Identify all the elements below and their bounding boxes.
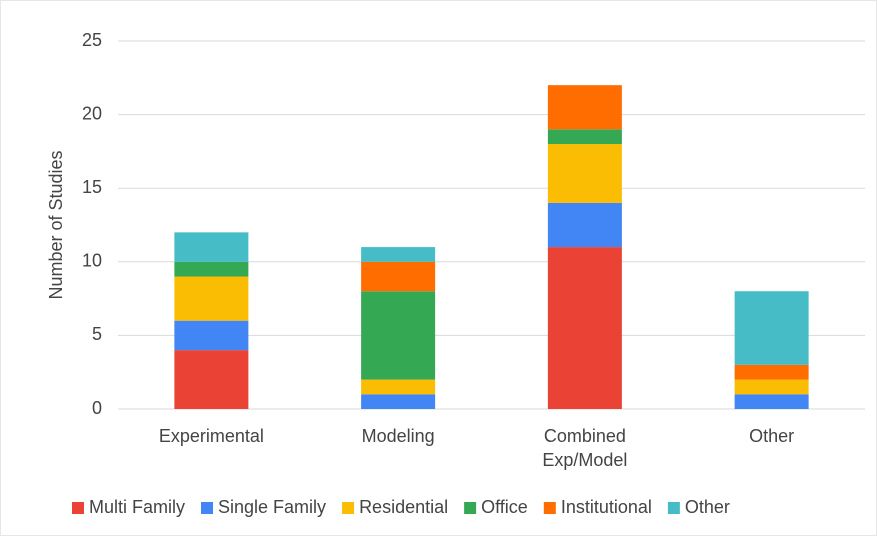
- x-tick-label: Combined Exp/Model: [542, 426, 627, 470]
- legend-label: Other: [685, 497, 730, 517]
- bar-segment: [547, 85, 622, 130]
- bar-segment: [361, 261, 436, 292]
- y-tick-label: 25: [82, 30, 102, 50]
- legend-label: Office: [481, 497, 528, 517]
- y-tick-label: 5: [92, 324, 102, 344]
- bar-segment: [174, 350, 249, 409]
- bar-segment: [174, 320, 249, 351]
- bar-segment: [734, 379, 809, 395]
- legend-label: Institutional: [561, 497, 652, 517]
- legend-label: Single Family: [218, 497, 326, 517]
- y-tick-label: 20: [82, 103, 102, 123]
- y-tick-label: 0: [92, 398, 102, 418]
- bar-segment: [361, 394, 436, 409]
- bar-segment: [734, 394, 809, 409]
- bar-segment: [174, 261, 249, 277]
- legend-swatch: [201, 502, 214, 514]
- bar-segment: [547, 129, 622, 145]
- bar-segment: [174, 276, 249, 321]
- legend-label: Residential: [359, 497, 448, 517]
- legend-swatch: [464, 502, 477, 514]
- x-tick-label: Modeling: [362, 426, 435, 446]
- legend-swatch: [667, 502, 680, 514]
- y-tick-label: 10: [82, 251, 102, 271]
- x-tick-label: Experimental: [159, 426, 264, 446]
- bar-segment: [734, 291, 809, 365]
- bar-segment: [734, 364, 809, 380]
- y-axis-label: Number of Studies: [46, 150, 66, 299]
- bar-segment: [547, 247, 622, 409]
- bar-segment: [361, 247, 436, 262]
- legend-swatch: [543, 502, 556, 514]
- y-tick-label: 15: [82, 177, 102, 197]
- legend-swatch: [72, 502, 84, 514]
- bar-segment: [547, 144, 622, 203]
- bar-segment: [547, 202, 622, 248]
- x-tick-label: Other: [749, 426, 794, 446]
- legend-label: Multi Family: [89, 497, 185, 517]
- legend-swatch: [342, 502, 355, 514]
- bar-segment: [361, 291, 436, 380]
- bar-segment: [174, 232, 249, 262]
- bar-segment: [361, 379, 436, 395]
